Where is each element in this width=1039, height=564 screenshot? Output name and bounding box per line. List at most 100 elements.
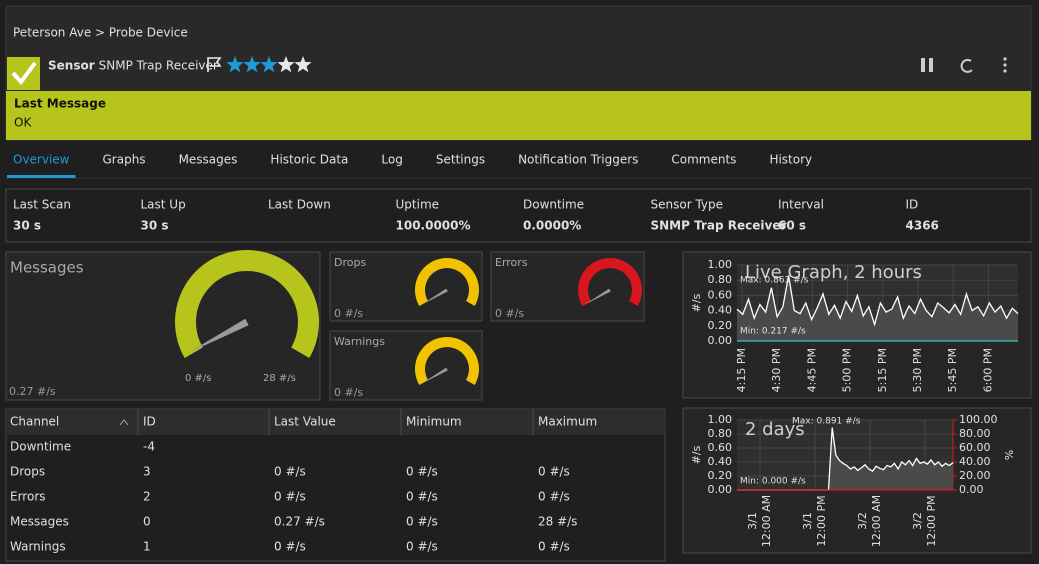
stat-label: Downtime: [523, 198, 584, 212]
pause-button[interactable]: [921, 58, 933, 72]
sensor-name: SNMP Trap Receiver: [99, 59, 218, 73]
x-tick-label: 4:45 PM: [805, 348, 818, 392]
table-cell: 0 #/s: [538, 540, 570, 554]
table-cell: 0 #/s: [406, 540, 438, 554]
x-tick-label: 12:00 AM: [760, 495, 773, 547]
tab[interactable]: Log: [381, 153, 402, 167]
gauge-title: Errors: [495, 256, 528, 269]
table-cell[interactable]: Drops: [10, 465, 45, 479]
y-tick-label: 0.60: [708, 288, 733, 301]
series-area: [737, 275, 1018, 341]
x-tick-label: 12:00 PM: [815, 495, 828, 546]
stat-label: Last Scan: [13, 198, 71, 212]
table-header-cell[interactable]: Minimum: [406, 415, 462, 429]
y2-tick-label: 40.00: [959, 455, 991, 468]
flag-icon[interactable]: [207, 57, 222, 72]
gauge-value: 0.27 #/s: [9, 385, 56, 398]
table-cell: 28 #/s: [538, 515, 577, 529]
tab[interactable]: History: [769, 153, 812, 167]
tab[interactable]: Graphs: [103, 153, 146, 167]
stat-value: 60 s: [778, 219, 806, 233]
y-tick-label: 0.40: [708, 304, 733, 317]
x-tick-label: 3/2: [911, 512, 924, 530]
table-cell: 3: [143, 465, 151, 479]
y-tick-label: 0.60: [708, 441, 733, 454]
breadcrumb[interactable]: Peterson Ave > Probe Device: [13, 26, 188, 40]
y-axis-label: #/s: [690, 293, 703, 312]
series-line: [736, 275, 1019, 327]
tab[interactable]: Comments: [671, 153, 736, 167]
stat-label: ID: [906, 198, 919, 212]
table-cell: 0 #/s: [274, 540, 306, 554]
stat-label: Last Up: [141, 198, 186, 212]
x-tick-label: 5:30 PM: [911, 348, 924, 392]
sort-arrow[interactable]: [119, 419, 129, 426]
rating-star[interactable]: [243, 56, 261, 73]
x-tick-label: 5:15 PM: [876, 348, 889, 392]
rating-star[interactable]: [260, 56, 278, 73]
table-cell[interactable]: Errors: [10, 490, 46, 504]
stat-label: Last Down: [268, 198, 331, 212]
table-header-cell[interactable]: ID: [143, 415, 156, 429]
y2-tick-label: 60.00: [959, 441, 991, 454]
gauge-max: 28 #/s: [263, 373, 296, 384]
rating-star[interactable]: [277, 56, 295, 73]
tab[interactable]: Settings: [436, 153, 485, 167]
table-header-cell[interactable]: Channel: [10, 415, 59, 429]
tab[interactable]: Notification Triggers: [518, 153, 638, 167]
x-tick-label: 4:30 PM: [770, 348, 783, 392]
stat-value: 100.0000%: [396, 219, 471, 233]
min-annotation: Min: 0.217 #/s: [740, 327, 806, 337]
table-header: [6, 409, 665, 435]
stat-label: Uptime: [396, 198, 440, 212]
table-cell[interactable]: Warnings: [10, 540, 66, 554]
table-header-cell[interactable]: Last Value: [274, 415, 336, 429]
y-tick-label: 1.00: [708, 258, 733, 271]
y-tick-label: 1.00: [708, 413, 733, 426]
tab[interactable]: Historic Data: [270, 153, 348, 167]
gauge-arc: [174, 250, 319, 358]
y-tick-label: 0.00: [708, 483, 733, 496]
more-button[interactable]: [1003, 57, 1007, 73]
status-band: [6, 91, 1031, 140]
gauge-title: Drops: [334, 256, 366, 269]
gauge-needle: [186, 318, 249, 354]
gauge-needle: [583, 288, 611, 306]
table-cell[interactable]: Messages: [10, 515, 69, 529]
table-header-cell[interactable]: Maximum: [538, 415, 597, 429]
gauge-arc: [415, 257, 479, 306]
gauge-title: Messages: [10, 259, 84, 277]
gauge-value: 0 #/s: [495, 307, 524, 320]
x-tick-label: 4:15 PM: [735, 348, 748, 392]
table-cell: 0 #/s: [274, 465, 306, 479]
tab[interactable]: Overview: [13, 153, 70, 167]
stat-value: 0.0000%: [523, 219, 581, 233]
table-cell: 0 #/s: [406, 515, 438, 529]
table-cell: 0 #/s: [538, 490, 570, 504]
table-cell: 0 #/s: [538, 465, 570, 479]
rating-star[interactable]: [294, 56, 312, 73]
x-tick-label: 5:45 PM: [946, 348, 959, 392]
rating-star[interactable]: [226, 56, 244, 73]
gauge-value: 0 #/s: [334, 386, 363, 399]
graph-title: Live Graph, 2 hours: [745, 262, 922, 283]
x-tick-label: 12:00 AM: [870, 495, 883, 547]
y2-tick-label: 100.00: [959, 413, 998, 426]
tab-underline: [7, 175, 76, 178]
sensor-label: Sensor: [48, 59, 95, 73]
refresh-button[interactable]: [960, 58, 973, 73]
stat-value: 30 s: [13, 219, 41, 233]
y-tick-label: 0.20: [708, 469, 733, 482]
stat-value: 30 s: [141, 219, 169, 233]
gauge-arc: [578, 258, 642, 306]
stat-label: Interval: [778, 198, 824, 212]
table-cell: 1: [143, 540, 151, 554]
table-cell: 2: [143, 490, 151, 504]
tab[interactable]: Messages: [179, 153, 238, 167]
table-cell[interactable]: Downtime: [10, 440, 71, 454]
gauge-title: Warnings: [334, 335, 385, 348]
x-tick-label: 5:00 PM: [841, 348, 854, 392]
y2-tick-label: 80.00: [959, 427, 991, 440]
